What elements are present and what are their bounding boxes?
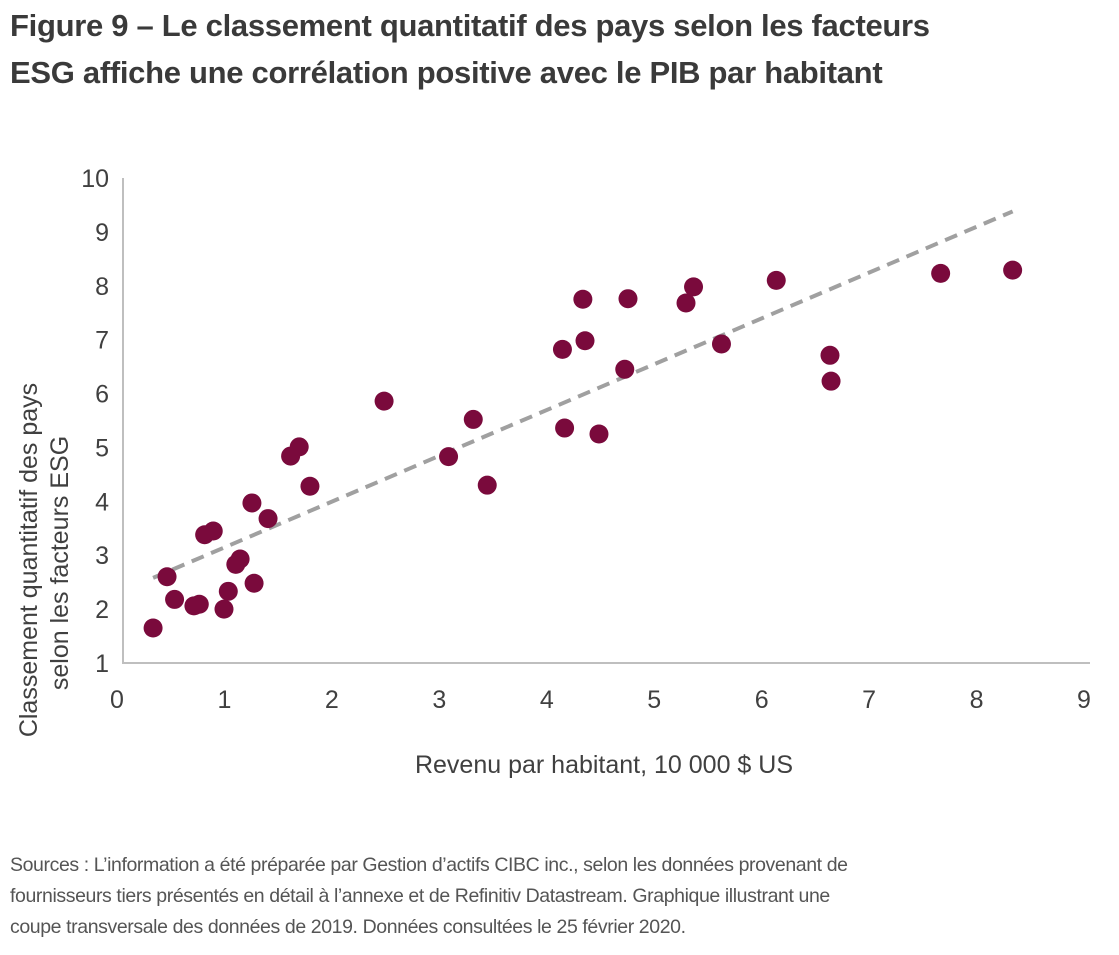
x-tick-label: 2: [325, 686, 339, 714]
y-tick-label: 3: [95, 542, 109, 570]
y-tick-label: 2: [95, 596, 109, 624]
x-tick-label: 7: [862, 686, 876, 714]
y-axis-title-line-1: Classement quantitatif des pays: [15, 383, 43, 737]
data-point: [589, 424, 609, 444]
data-point: [165, 589, 185, 609]
data-point: [684, 277, 704, 297]
data-point: [821, 371, 841, 391]
data-point: [555, 418, 575, 438]
data-point: [218, 581, 238, 601]
y-tick-label: 5: [95, 434, 109, 462]
y-tick-label: 10: [81, 165, 109, 193]
sources-line-3: coupe transversale des données de 2019. …: [10, 916, 686, 938]
data-point: [477, 475, 497, 495]
y-tick-label: 7: [95, 327, 109, 355]
data-point: [374, 391, 394, 411]
x-tick-label: 0: [110, 686, 124, 714]
data-point: [766, 270, 786, 290]
x-tick-label: 3: [432, 686, 446, 714]
y-axis-title-line-2: selon les facteurs ESG: [46, 436, 74, 690]
data-point: [573, 289, 593, 309]
trendline: [152, 209, 1014, 580]
data-point: [157, 567, 177, 587]
data-point: [203, 521, 223, 541]
sources-line-2: fournisseurs tiers présentés en détail à…: [10, 885, 830, 907]
chart-title-line-2: ESG affiche une corrélation positive ave…: [10, 55, 883, 90]
chart-title: Figure 9 – Le classement quantitatif des…: [10, 2, 1110, 96]
data-point: [189, 594, 209, 614]
x-tick-label: 4: [540, 686, 554, 714]
x-axis-title: Revenu par habitant, 10 000 $ US: [415, 751, 793, 779]
y-tick-labels: 1 2 3 4 5 6 7 8 9 10: [81, 165, 109, 678]
data-point: [1003, 260, 1023, 280]
data-point: [289, 437, 309, 457]
data-point: [552, 339, 572, 359]
sources-line-1: Sources : L’information a été préparée p…: [10, 854, 848, 876]
x-tick-label: 9: [1077, 686, 1091, 714]
y-tick-label: 8: [95, 273, 109, 301]
data-point: [676, 293, 696, 313]
data-point: [711, 334, 731, 354]
chart-title-line-1: Figure 9 – Le classement quantitatif des…: [10, 8, 930, 43]
data-point: [300, 476, 320, 496]
x-tick-label: 8: [970, 686, 984, 714]
data-point: [214, 599, 234, 619]
data-point: [615, 359, 635, 379]
data-point: [618, 289, 638, 309]
y-tick-label: 4: [95, 488, 109, 516]
data-points: [143, 260, 1023, 638]
y-tick-label: 9: [95, 219, 109, 247]
data-point: [820, 345, 840, 365]
x-tick-label: 6: [755, 686, 769, 714]
data-point: [143, 618, 163, 638]
x-tick-labels: 0 1 2 3 4 5 6 7 8 9: [110, 686, 1091, 714]
data-point: [575, 331, 595, 351]
data-point: [258, 509, 278, 529]
y-tick-label: 6: [95, 381, 109, 409]
x-tick-label: 5: [647, 686, 661, 714]
x-tick-label: 1: [217, 686, 231, 714]
data-point: [230, 549, 250, 569]
data-point: [244, 573, 264, 593]
sources-note: Sources : L’information a été préparée p…: [10, 850, 1085, 943]
data-point: [439, 447, 459, 467]
data-point: [242, 493, 262, 513]
y-tick-label: 1: [95, 650, 109, 678]
data-point: [463, 409, 483, 429]
data-point: [931, 263, 951, 283]
